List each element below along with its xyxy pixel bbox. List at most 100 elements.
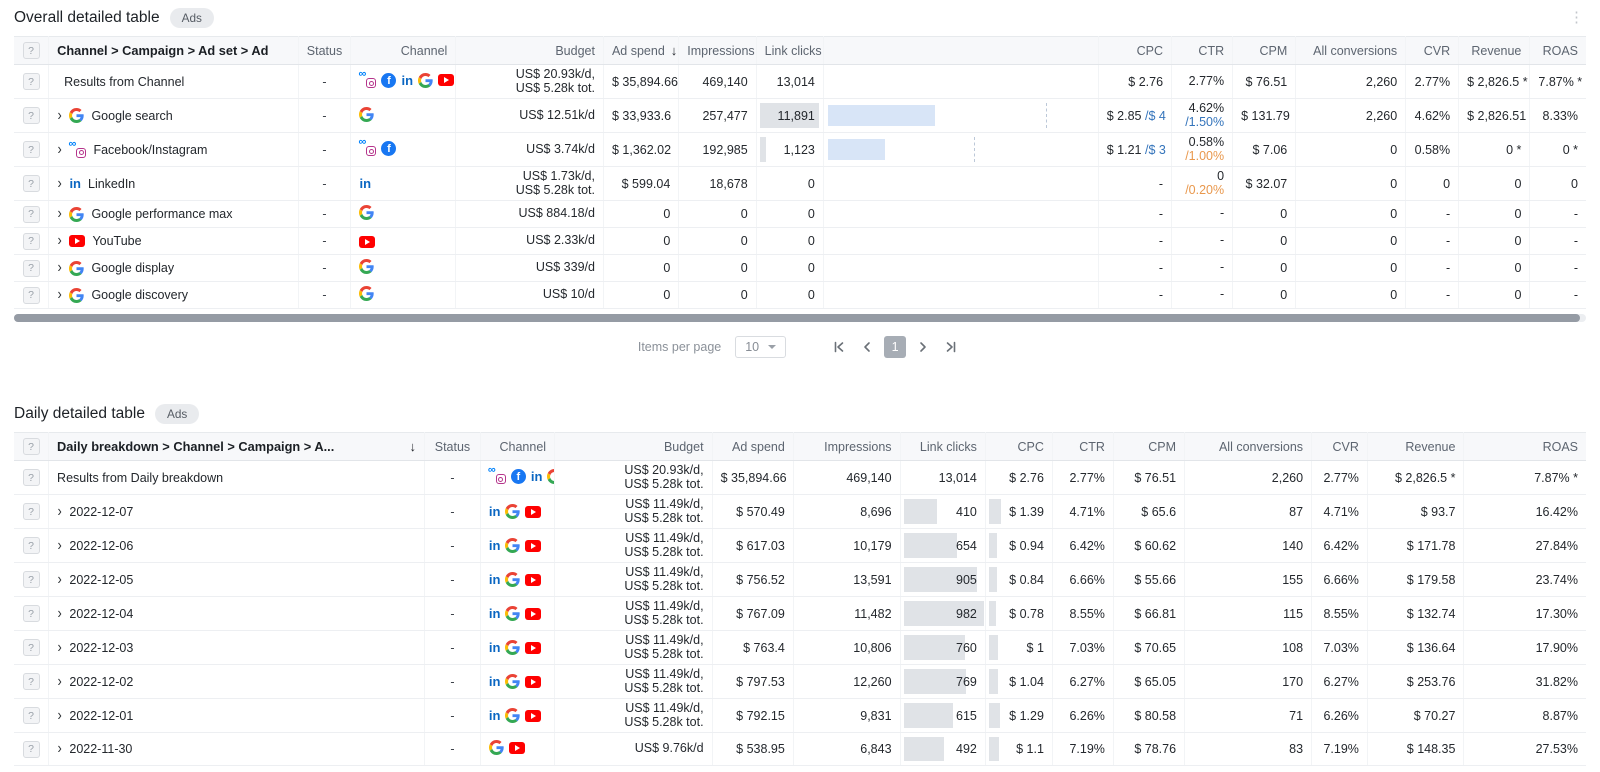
expand-chevron-icon[interactable]: › [57, 259, 62, 276]
column-header-roas[interactable]: ROAS [1463, 432, 1586, 461]
status-cell: - [424, 630, 481, 665]
table-row: ? › in LinkedIn - in US$ 1.73k/d, US$ 5.2… [14, 166, 1586, 201]
column-header-name[interactable]: Channel > Campaign > Ad set > Ad [48, 36, 299, 65]
help-icon[interactable]: ? [22, 286, 40, 304]
next-page-button[interactable] [912, 336, 934, 358]
impressions-cell: 0 [678, 227, 757, 255]
column-header-cvr[interactable]: CVR [1405, 36, 1460, 65]
budget-cell: US$ 11.49k/d, US$ 5.28k tot. [554, 596, 713, 631]
daily-header-row: ? Daily breakdown > Channel > Campaign >… [14, 432, 1586, 461]
budget-cell: US$ 10/d [455, 281, 604, 309]
expand-chevron-icon[interactable]: › [57, 205, 62, 222]
channel-icons [359, 236, 376, 248]
column-header-ctr[interactable]: CTR [1171, 36, 1234, 65]
column-header-ad-spend[interactable]: Ad spend ↓ [603, 36, 680, 65]
channel-cell: in [480, 528, 556, 563]
column-header-status[interactable]: Status [424, 432, 481, 461]
expand-chevron-icon[interactable]: › [57, 536, 62, 554]
current-page[interactable]: 1 [884, 336, 907, 358]
budget-cell: US$ 339/d [455, 254, 604, 282]
help-icon[interactable]: ? [22, 469, 40, 486]
cvr-cell: 4.62% [1405, 98, 1460, 133]
help-cell: ? [14, 254, 50, 282]
column-header-status[interactable]: Status [298, 36, 352, 65]
revenue-cell: $ 179.58 [1367, 562, 1465, 597]
expand-chevron-icon[interactable]: › [57, 174, 62, 192]
ad-spend-cell: $ 570.49 [712, 494, 794, 529]
channel-icons: ∞ f in [358, 68, 455, 88]
help-icon[interactable]: ? [22, 571, 40, 588]
column-header-cpm[interactable]: CPM [1113, 432, 1186, 461]
expand-chevron-icon[interactable]: › [57, 706, 62, 724]
column-header-roas[interactable]: ROAS [1529, 36, 1586, 65]
column-header-channel[interactable]: Channel [480, 432, 556, 461]
column-header-all-conversions[interactable]: All conversions [1295, 36, 1407, 65]
help-icon[interactable]: ? [22, 605, 40, 622]
column-header-cpc[interactable]: CPC [985, 432, 1053, 461]
column-header-budget[interactable]: Budget [554, 432, 713, 461]
expand-chevron-icon[interactable]: › [57, 232, 62, 249]
column-header-link-clicks[interactable]: Link clicks [756, 36, 824, 65]
column-header-cvr[interactable]: CVR [1311, 432, 1368, 461]
column-header-name[interactable]: Daily breakdown > Channel > Campaign > A… [48, 432, 426, 461]
column-header-ad-spend[interactable]: Ad spend [712, 432, 794, 461]
expand-chevron-icon[interactable]: › [57, 140, 62, 158]
google-icon [359, 286, 375, 301]
table-row: ? › Google search - US$ 12.51k/d $ 33,93… [14, 98, 1586, 133]
budget-cell: US$ 9.76k/d [554, 732, 713, 766]
help-icon[interactable]: ? [22, 503, 40, 520]
column-header-channel[interactable]: Channel [350, 36, 457, 65]
table-options-icon[interactable]: ⋮ [1569, 9, 1584, 26]
expand-chevron-icon[interactable]: › [57, 638, 62, 656]
first-page-button[interactable] [828, 336, 850, 358]
help-icon[interactable]: ? [22, 232, 40, 250]
roas-cell: 8.87% [1463, 698, 1586, 733]
expand-chevron-icon[interactable]: › [57, 740, 62, 757]
help-icon[interactable]: ? [22, 639, 40, 656]
google-icon [505, 640, 521, 655]
cpm-cell: 0 [1232, 281, 1297, 309]
help-icon[interactable]: ? [22, 42, 40, 59]
help-icon[interactable]: ? [22, 438, 40, 455]
column-header-cpc[interactable]: CPC [1098, 36, 1173, 65]
column-header-impressions[interactable]: Impressions [793, 432, 901, 461]
prev-page-button[interactable] [856, 336, 878, 358]
column-header-budget[interactable]: Budget [455, 36, 604, 65]
help-icon[interactable]: ? [22, 537, 40, 554]
horizontal-scrollbar-thumb[interactable] [14, 314, 1580, 322]
column-header-cpm[interactable]: CPM [1232, 36, 1297, 65]
expand-chevron-icon[interactable]: › [57, 106, 62, 124]
last-page-button[interactable] [940, 336, 962, 358]
expand-chevron-icon[interactable]: › [57, 286, 62, 303]
channel-icons [359, 205, 375, 220]
help-icon[interactable]: ? [22, 259, 40, 277]
help-icon[interactable]: ? [22, 673, 40, 690]
column-header-revenue[interactable]: Revenue [1458, 36, 1531, 65]
help-icon[interactable]: ? [22, 141, 40, 158]
help-icon[interactable]: ? [22, 740, 40, 758]
column-header-all-conversions[interactable]: All conversions [1184, 432, 1313, 461]
impressions-cell: 257,477 [678, 98, 757, 133]
expand-chevron-icon[interactable]: › [57, 672, 62, 690]
expand-chevron-icon[interactable]: › [57, 570, 62, 588]
expand-chevron-icon[interactable]: › [57, 502, 62, 520]
help-icon[interactable]: ? [22, 707, 40, 724]
expand-chevron-icon[interactable]: › [57, 604, 62, 622]
help-icon[interactable]: ? [22, 107, 40, 124]
help-icon[interactable]: ? [22, 73, 40, 90]
items-per-page-select[interactable]: 10 [735, 336, 787, 358]
column-header-impressions[interactable]: Impressions [678, 36, 757, 65]
column-header-revenue[interactable]: Revenue [1367, 432, 1465, 461]
status-cell: - [424, 562, 481, 597]
column-header-ctr[interactable]: CTR [1052, 432, 1114, 461]
link-clicks-cell: 760 [900, 630, 986, 665]
name-cell: › Google display [48, 254, 299, 282]
channel-cell: in [480, 630, 556, 665]
channel-icons [359, 259, 375, 274]
daily-table-title: Daily detailed table [14, 405, 145, 422]
budget-cell: US$ 11.49k/d, US$ 5.28k tot. [554, 528, 713, 563]
youtube-icon [525, 675, 542, 688]
column-header-link-clicks[interactable]: Link clicks [900, 432, 986, 461]
help-icon[interactable]: ? [22, 205, 40, 223]
help-icon[interactable]: ? [22, 175, 40, 192]
